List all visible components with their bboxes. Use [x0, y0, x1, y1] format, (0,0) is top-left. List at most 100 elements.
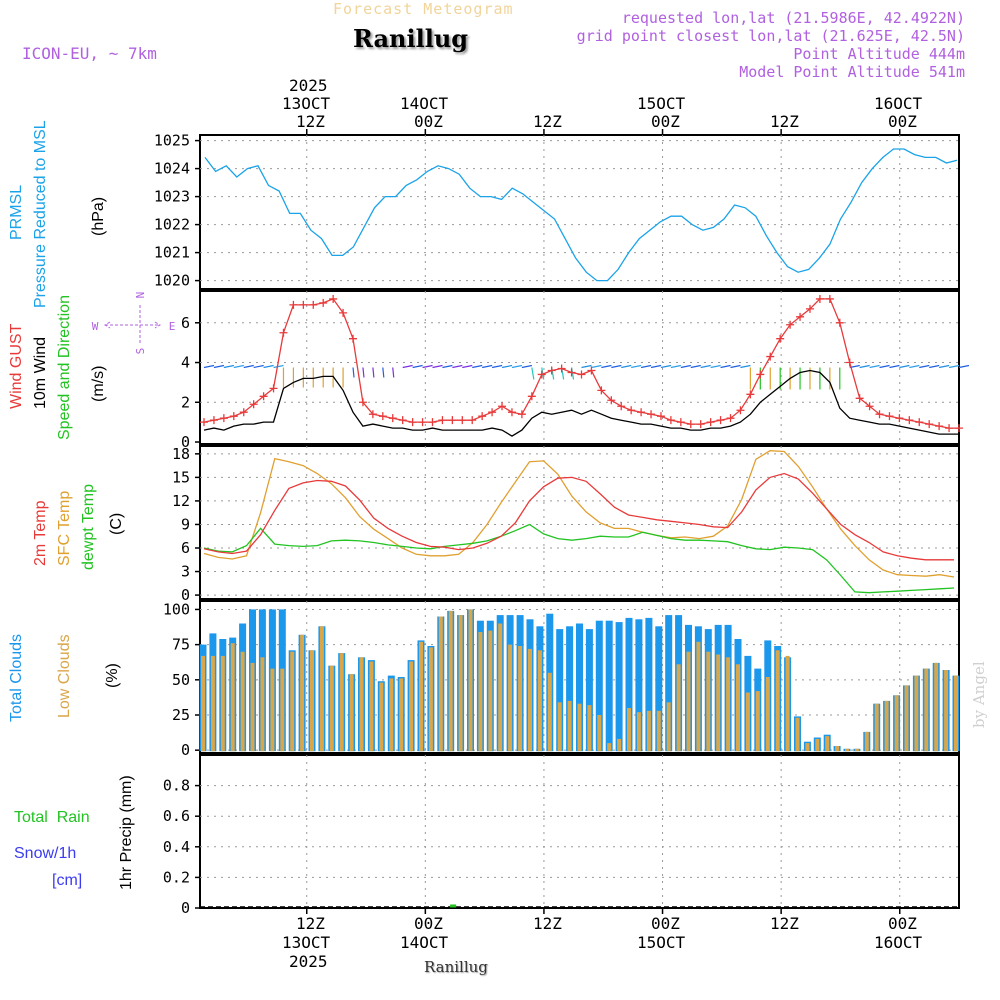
gust-marker [617, 402, 626, 411]
gust-marker [955, 424, 963, 433]
gust-marker [478, 412, 487, 421]
low-cloud-bar [904, 685, 909, 752]
pressure-ytick-label: 1023 [154, 188, 190, 206]
total-cloud-bar [625, 617, 633, 752]
gust-marker [825, 294, 834, 303]
gust-marker [269, 384, 278, 393]
wind-direction-arrow [581, 364, 592, 369]
temp-unit: (C) [108, 512, 125, 535]
wind-direction-arrow [412, 364, 423, 369]
precip-ytick-label: 0.4 [163, 838, 190, 856]
wind-direction-arrow [650, 364, 662, 369]
total-cloud-bar [556, 629, 564, 752]
low-cloud-bar [944, 670, 949, 752]
gust-marker [567, 368, 576, 377]
low-cloud-bar [617, 738, 622, 752]
total-clouds-label: Total Clouds [8, 633, 25, 722]
low-cloud-bar [666, 702, 671, 752]
gust-marker [527, 392, 536, 401]
wind-direction-arrow [213, 364, 225, 369]
gust-marker [299, 300, 308, 309]
low-cloud-bar [290, 651, 295, 752]
low-cloud-bar [646, 710, 651, 752]
gust-marker [885, 412, 894, 421]
wind-direction-arrow [521, 364, 533, 369]
wind-direction-arrow [243, 364, 254, 369]
top-day-16oct: 16OCT [874, 94, 923, 113]
point-altitude: Point Altitude 444m [793, 45, 965, 63]
gust-marker [865, 402, 874, 411]
low-cloud-bar [627, 708, 631, 752]
low-cloud-bar [706, 651, 711, 752]
total-cloud-bar [576, 623, 583, 752]
wind-direction-arrow [621, 364, 632, 369]
gust-marker [239, 408, 248, 417]
gust-marker [716, 416, 725, 425]
clouds-ytick-label: 25 [172, 706, 190, 724]
low-cloud-bar [854, 748, 859, 752]
model-label: ICON-EU, ~ 7km [22, 44, 157, 63]
low-cloud-bar [924, 668, 929, 752]
bottom-day-16oct: 16OCT [874, 933, 923, 952]
gust-marker [796, 312, 805, 321]
bottom-time-12z-a: 12Z [296, 914, 325, 933]
low-cloud-bar [934, 662, 939, 752]
low-cloud-bar [914, 675, 919, 752]
watermark: by Angel [970, 661, 988, 728]
precip-label: 1hr Precip (mm) [118, 775, 135, 890]
gust-marker [746, 390, 755, 399]
gust-marker [517, 410, 526, 419]
gust-marker [458, 416, 467, 425]
pressure-ytick-label: 1022 [154, 216, 190, 234]
gust-marker [577, 370, 586, 379]
low-cloud-bar [587, 705, 592, 752]
gust-marker [835, 318, 844, 327]
wind-direction-arrow [442, 364, 453, 369]
gust-marker [935, 422, 944, 431]
wind-direction-arrow [859, 364, 870, 369]
wind-direction-arrow [501, 364, 513, 369]
gust-marker [537, 370, 546, 379]
low-cloud-bar [508, 644, 513, 752]
low-cloud-bar [250, 662, 255, 752]
wind-direction-arrow [372, 367, 375, 378]
wind-direction-arrow [482, 364, 493, 369]
low-cloud-bar [636, 712, 641, 752]
low-cloud-bar [557, 702, 562, 752]
wind-direction-arrow [958, 364, 970, 369]
wind-direction-arrow [263, 364, 274, 369]
precip-ytick-label: 0 [181, 899, 190, 917]
clouds-ytick-label: 75 [172, 636, 190, 654]
bottom-year: 2025 [289, 952, 328, 971]
wind-direction-arrow [601, 364, 612, 369]
gust-marker [597, 386, 606, 395]
total-cloud-bar [655, 626, 663, 752]
total-cloud-bar [595, 620, 603, 752]
low-cloud-bar [319, 626, 324, 752]
low-cloud-bar [726, 657, 731, 752]
precip-ytick-label: 0.8 [163, 777, 190, 795]
gust-marker [329, 294, 338, 303]
wind-direction-arrow [670, 364, 682, 369]
low-cloud-bar [874, 703, 879, 752]
wind-direction-arrow [511, 364, 523, 369]
gust-marker [388, 414, 397, 423]
rain-bar [450, 904, 457, 908]
low-cloud-bar [805, 743, 810, 752]
gust-marker [756, 370, 765, 379]
total-cloud-bar [665, 615, 673, 752]
low-cloud-bar [339, 653, 344, 752]
wind-direction-arrow [531, 367, 535, 380]
gust-marker [895, 414, 904, 423]
low-cloud-bar [201, 655, 205, 752]
temperature-ytick-label: 9 [181, 515, 190, 533]
wind-direction-arrow [690, 364, 701, 369]
low-cloud-bar [597, 715, 602, 752]
low-cloud-bar [329, 665, 334, 752]
wind-direction-arrow [730, 364, 741, 369]
top-time-12z-a: 12Z [296, 112, 325, 131]
wind-direction-arrow [402, 364, 413, 369]
total-cloud-bar [645, 617, 653, 752]
gust-marker [627, 406, 636, 415]
low-clouds-label: Low Clouds [56, 634, 73, 718]
